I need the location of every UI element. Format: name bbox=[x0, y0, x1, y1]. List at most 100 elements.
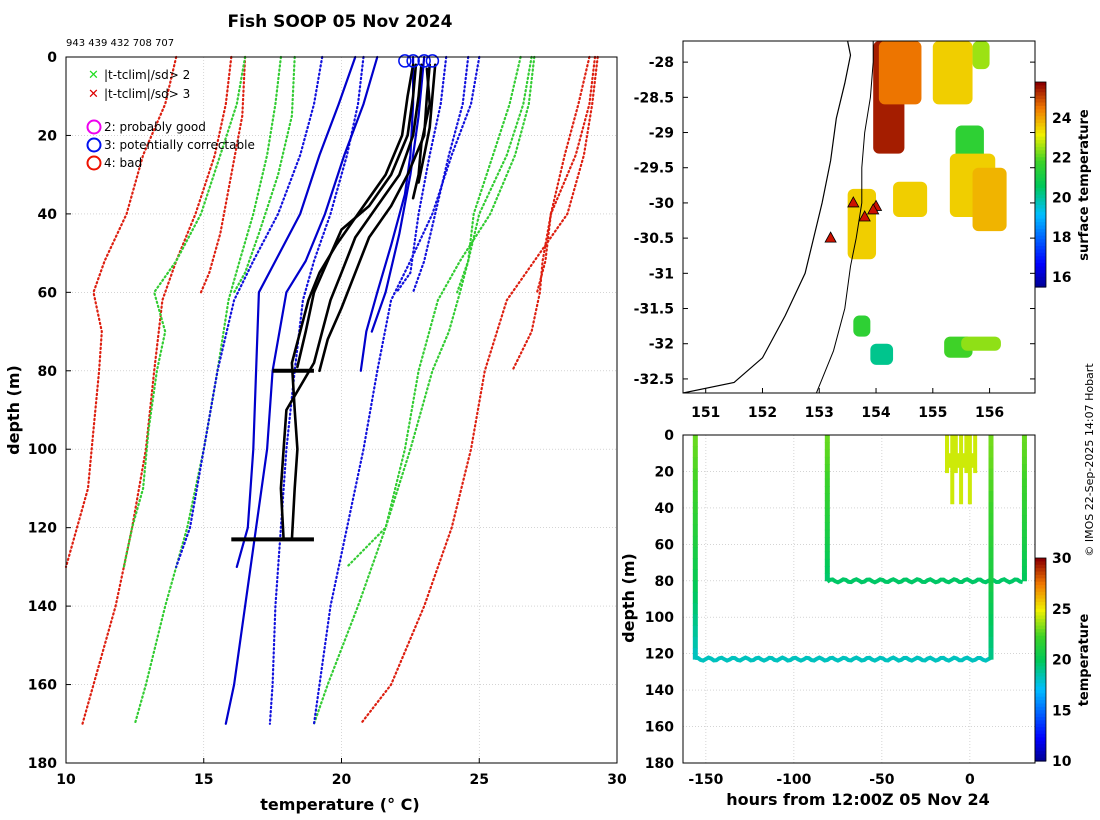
temperature-colorbar-segment bbox=[1035, 578, 1046, 583]
sst-colorbar-segment bbox=[1035, 232, 1046, 237]
temperature-colorbar-frame bbox=[1034, 557, 1047, 762]
profile-line-clim-2sd-low-2 bbox=[122, 55, 247, 569]
map-y-tick-label: -32.5 bbox=[634, 372, 674, 388]
profile-y-tick-label: 140 bbox=[28, 599, 57, 615]
temperature-colorbar-segment bbox=[1035, 656, 1046, 661]
profile-y-tick-label: 180 bbox=[28, 756, 57, 772]
temperature-colorbar-segment bbox=[1035, 659, 1046, 664]
time-depth-y-tick-label: 20 bbox=[655, 464, 675, 480]
map-tick-labels: 151 152 153 154 155 156 -28 -28.5 -29 -29.5 -30 -30… bbox=[634, 55, 1035, 421]
sst-colorbar-tick-label: 22 bbox=[1052, 151, 1071, 167]
sst-colorbar-segment bbox=[1035, 92, 1046, 97]
sst-colorbar-segment bbox=[1035, 181, 1046, 186]
temperature-colorbar-segment bbox=[1035, 645, 1046, 650]
time-depth-y-tick-label: 80 bbox=[655, 574, 675, 590]
map-x-tick-label: 153 bbox=[805, 405, 834, 421]
sst-colorbar-tick-label: 24 bbox=[1052, 111, 1072, 127]
profile-line-clim-2sd-high-1 bbox=[312, 55, 536, 725]
temperature-colorbar-segment bbox=[1035, 689, 1046, 694]
sst-colorbar-tick-label: 18 bbox=[1052, 230, 1071, 246]
temperature-colorbar-segment bbox=[1035, 757, 1046, 762]
profile-line-clim-3sd-high-3 bbox=[535, 55, 591, 294]
temperature-colorbar-segment bbox=[1035, 591, 1046, 596]
profile-line-clim-2sd-high-2 bbox=[345, 55, 533, 569]
sst-patch bbox=[853, 315, 871, 337]
sst-colorbar-segment bbox=[1035, 249, 1046, 254]
temperature-colorbar-segment bbox=[1035, 703, 1046, 708]
temperature-colorbar-segment bbox=[1035, 673, 1046, 678]
profile-line-clim-3sd-high-2 bbox=[511, 55, 597, 372]
temperature-colorbar-segment bbox=[1035, 632, 1046, 637]
temperature-colorbar-segment bbox=[1035, 605, 1046, 610]
legend-qc-circle-icon bbox=[86, 137, 102, 153]
time-depth-y-tick-label: 40 bbox=[655, 501, 675, 517]
time-depth-x-axis-label: hours from 12:00Z 05 Nov 24 bbox=[726, 790, 989, 809]
map-y-tick-label: -29 bbox=[649, 126, 674, 142]
temperature-colorbar-segment bbox=[1035, 727, 1046, 732]
time-depth-y-tick-label: 0 bbox=[664, 428, 674, 444]
surface-cluster-band bbox=[947, 453, 976, 468]
temperature-colorbar-segment bbox=[1035, 585, 1046, 590]
profile-line-clim-3sd-low-2 bbox=[64, 55, 178, 569]
temperature-colorbar-segment bbox=[1035, 706, 1046, 711]
profile-line-profile-black-6 bbox=[411, 67, 432, 200]
sst-colorbar-segment bbox=[1035, 269, 1046, 274]
map-y-tick-label: -29.5 bbox=[634, 161, 674, 177]
time-depth-x-tick-label: -100 bbox=[776, 772, 811, 788]
profile-line-profile-black-2 bbox=[296, 63, 418, 369]
temperature-colorbar-label: temperature bbox=[1077, 614, 1092, 707]
profile-line-clim-3sd-low-3 bbox=[199, 55, 247, 294]
sst-colorbar-segment bbox=[1035, 95, 1046, 100]
profile-x-tick-label: 25 bbox=[470, 772, 489, 788]
profile-x-tick-label: 10 bbox=[56, 772, 76, 788]
sst-colorbar-segment bbox=[1035, 198, 1046, 203]
profile-line-profile-blue-3 bbox=[359, 55, 415, 372]
profile-x-axis-label: temperature (° C) bbox=[260, 795, 419, 814]
legend-qc-circle-icon bbox=[86, 155, 102, 171]
sst-colorbar-segment bbox=[1035, 140, 1046, 145]
profile-legend: ✕ |t-tclim|/sd> 2 ✕ |t-tclim|/sd> 3 2: proba… bbox=[86, 68, 255, 171]
sst-colorbar-segment bbox=[1035, 252, 1046, 257]
profile-line-profile-black-5 bbox=[417, 63, 437, 184]
profile-y-tick-label: 120 bbox=[28, 521, 57, 537]
sst-colorbar-segment bbox=[1035, 184, 1046, 189]
sst-colorbar-segment bbox=[1035, 112, 1046, 117]
temperature-colorbar-segment bbox=[1035, 662, 1046, 667]
profile-line-clim-2sd-low-3 bbox=[233, 55, 296, 294]
profile-y-tick-label: 40 bbox=[38, 207, 58, 223]
time-depth-y-tick-label: 120 bbox=[645, 647, 674, 663]
profile-y-tick-label: 80 bbox=[38, 364, 58, 380]
time-depth-marks bbox=[692, 435, 1027, 663]
time-depth-y-tick-label: 180 bbox=[645, 756, 674, 772]
map-content bbox=[683, 41, 1007, 393]
profile-lines bbox=[64, 54, 599, 725]
temperature-colorbar-segment bbox=[1035, 629, 1046, 634]
map-y-tick-label: -31.5 bbox=[634, 302, 674, 318]
temperature-colorbar-segment bbox=[1035, 635, 1046, 640]
sst-colorbar-segment bbox=[1035, 170, 1046, 175]
sst-colorbar-segment bbox=[1035, 215, 1046, 220]
time-depth-y-axis-label: depth (m) bbox=[619, 553, 638, 643]
temperature-colorbar-segment bbox=[1035, 747, 1046, 752]
sst-colorbar-segment bbox=[1035, 160, 1046, 165]
temperature-colorbar-segment bbox=[1035, 615, 1046, 620]
sst-colorbar: 16 18 20 22 24 bbox=[1034, 81, 1072, 288]
sst-colorbar-segment bbox=[1035, 167, 1046, 172]
sst-colorbar-segment bbox=[1035, 164, 1046, 169]
profile-x-tick-label: 15 bbox=[194, 772, 213, 788]
profile-line-profile-black-1 bbox=[290, 63, 415, 541]
temperature-colorbar-segment bbox=[1035, 676, 1046, 681]
sst-colorbar-segment bbox=[1035, 283, 1046, 288]
temperature-colorbar-tick-label: 25 bbox=[1052, 602, 1071, 618]
profile-ids: 943 439 432 708 707 bbox=[66, 38, 174, 49]
sst-colorbar-tick-label: 16 bbox=[1052, 270, 1071, 286]
sst-colorbar-segment bbox=[1035, 105, 1046, 110]
temperature-colorbar-segment bbox=[1035, 595, 1046, 600]
sst-patch bbox=[972, 167, 1007, 232]
legend-flag-marker-icon: ✕ bbox=[88, 68, 99, 83]
station-marker bbox=[867, 203, 880, 215]
profile-tick-labels: 10 15 20 25 30 0 20 40 60 80 100 120 140 160 180 bbox=[28, 50, 627, 788]
sst-colorbar-segment bbox=[1035, 263, 1046, 268]
time-depth-y-tick-label: 160 bbox=[645, 720, 674, 736]
sst-colorbar-segment bbox=[1035, 126, 1046, 131]
